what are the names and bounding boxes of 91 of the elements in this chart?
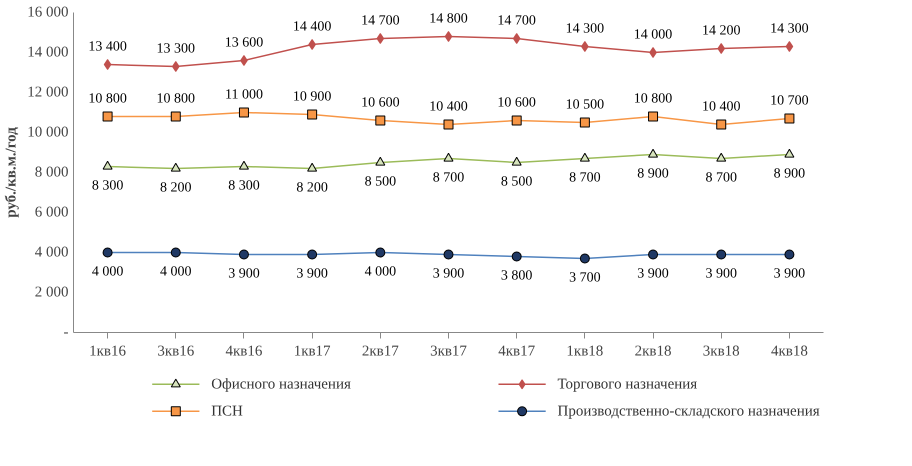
- y-tick-label: 12 000: [27, 84, 68, 100]
- y-tick-label: 8 000: [34, 164, 68, 180]
- x-tick-label: 1кв16: [89, 344, 127, 360]
- data-label: 8 200: [296, 180, 328, 196]
- point: [238, 108, 249, 118]
- data-label: 10 800: [156, 92, 196, 106]
- x-tick-label: 1кв18: [566, 344, 604, 360]
- data-label: 14 300: [770, 22, 809, 36]
- data-label: 10 600: [497, 96, 536, 110]
- point: [104, 59, 112, 70]
- data-label: 3 900: [296, 266, 328, 282]
- y-tick-label: 4 000: [34, 244, 68, 260]
- data-label: 4 000: [364, 264, 396, 280]
- data-label: 13 600: [224, 36, 264, 50]
- point: [444, 31, 452, 42]
- x-tick-label: 3кв18: [702, 344, 740, 360]
- point: [786, 41, 794, 52]
- point: [172, 61, 180, 72]
- y-tick-label: 14 000: [27, 44, 68, 60]
- point: [581, 41, 589, 52]
- data-label: 10 900: [292, 90, 332, 104]
- data-label: 10 600: [361, 96, 400, 110]
- data-label: 14 200: [702, 24, 740, 38]
- data-label: 8 200: [160, 180, 192, 196]
- data-label: 8 300: [92, 178, 124, 194]
- data-label: 8 700: [432, 170, 464, 186]
- legend-label: Офисного назначения: [211, 376, 351, 392]
- x-tick-label: 4кв17: [498, 344, 536, 360]
- data-label: 14 700: [497, 14, 536, 28]
- data-label: 10 700: [770, 94, 809, 108]
- point: [512, 116, 522, 126]
- y-tick-label: -: [64, 324, 69, 340]
- x-tick-label: 4кв16: [226, 344, 263, 360]
- data-label: 14 400: [292, 20, 332, 34]
- data-label: 8 500: [364, 174, 396, 190]
- x-tick-label: 4кв18: [770, 344, 808, 360]
- point: [649, 47, 657, 58]
- data-label: 3 900: [432, 266, 464, 282]
- data-label: 14 300: [566, 22, 604, 36]
- x-tick-label: 3кв16: [157, 344, 195, 360]
- data-label: 3 800: [500, 268, 532, 284]
- data-label: 8 500: [500, 174, 532, 190]
- point: [784, 114, 794, 124]
- point: [308, 39, 316, 50]
- legend-label: ПСН: [211, 403, 244, 420]
- point: [512, 33, 521, 44]
- point: [444, 120, 454, 130]
- y-axis-title: руб./кв.м./год: [3, 126, 20, 218]
- data-label: 10 800: [88, 92, 127, 106]
- data-label: 8 700: [569, 170, 601, 186]
- data-label: 14 800: [429, 12, 468, 26]
- data-label: 3 700: [569, 270, 601, 286]
- data-label: 14 000: [634, 28, 672, 42]
- data-label: 10 800: [634, 92, 672, 106]
- legend-label: Производственно-складского назначения: [558, 403, 820, 420]
- point: [717, 43, 726, 54]
- point: [648, 112, 658, 122]
- point: [716, 120, 726, 130]
- point: [102, 112, 113, 122]
- data-label: 8 700: [705, 170, 737, 186]
- point: [170, 112, 181, 122]
- data-label: 3 900: [228, 266, 260, 282]
- data-label: 10 400: [702, 100, 740, 114]
- y-tick-label: 2 000: [34, 284, 68, 300]
- data-label: 3 900: [774, 266, 806, 282]
- y-tick-label: 16 000: [27, 4, 68, 20]
- data-label: 8 900: [637, 166, 669, 182]
- point: [240, 55, 248, 66]
- data-label: 13 300: [156, 42, 196, 56]
- point: [376, 33, 384, 44]
- data-label: 3 900: [637, 266, 669, 282]
- y-tick-label: 10 000: [27, 124, 68, 140]
- data-label: 8 900: [774, 166, 806, 182]
- x-tick-label: 3кв17: [430, 344, 468, 360]
- data-label: 13 400: [88, 40, 127, 54]
- data-label: 4 000: [160, 264, 192, 280]
- x-tick-label: 1кв17: [294, 344, 332, 360]
- data-label: 3 900: [705, 266, 737, 282]
- point: [375, 116, 386, 126]
- data-label: 4 000: [92, 264, 124, 280]
- data-label: 14 700: [361, 14, 400, 28]
- data-label: 8 300: [228, 178, 260, 194]
- y-tick-label: 6 000: [34, 204, 68, 220]
- data-label: 10 400: [429, 100, 468, 114]
- x-tick-label: 2кв17: [362, 344, 400, 360]
- data-label: 11 000: [224, 88, 263, 102]
- point: [580, 118, 590, 128]
- data-label: 10 500: [566, 98, 604, 112]
- point: [307, 110, 318, 120]
- x-tick-label: 2кв18: [634, 344, 672, 360]
- legend-label: Торгового назначения: [558, 376, 698, 392]
